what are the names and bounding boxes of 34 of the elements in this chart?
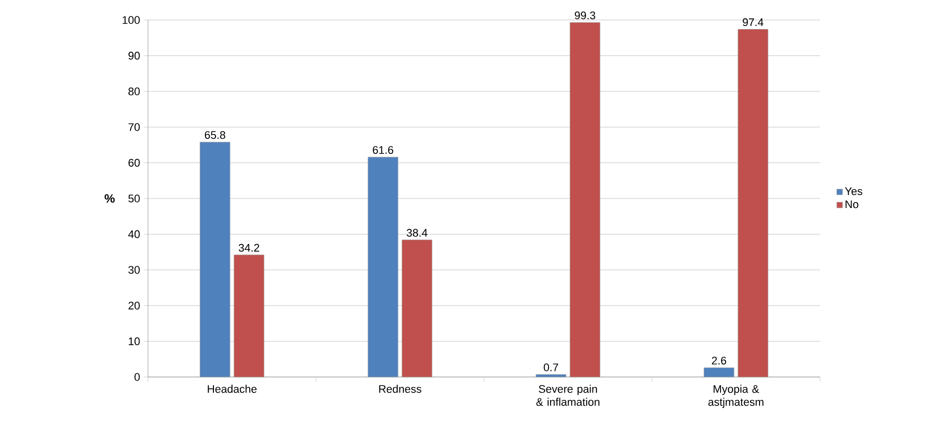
x-tick-label: Severe pain & inflamation bbox=[536, 384, 600, 406]
bar bbox=[368, 156, 398, 378]
y-tick-label: 10 bbox=[128, 337, 140, 346]
data-label: 99.3 bbox=[574, 12, 596, 20]
bar bbox=[536, 374, 566, 378]
x-tick-label: Redness bbox=[379, 384, 422, 393]
y-tick-label: 60 bbox=[128, 158, 140, 167]
bar bbox=[402, 240, 432, 378]
data-label: 65.8 bbox=[204, 131, 226, 139]
y-tick-label: 90 bbox=[128, 52, 140, 60]
x-tick-label: Myopia & astjmatesm bbox=[708, 384, 764, 408]
legend-label: No bbox=[846, 200, 858, 208]
data-label: 2.6 bbox=[712, 356, 726, 365]
bar bbox=[200, 142, 230, 378]
data-label: 97.4 bbox=[742, 18, 764, 26]
bar bbox=[234, 254, 264, 378]
y-tick-label: 70 bbox=[128, 123, 140, 131]
y-tick-label: 100 bbox=[122, 16, 140, 24]
y-tick-label: 20 bbox=[128, 302, 140, 310]
data-label: 34.2 bbox=[238, 244, 260, 252]
bar bbox=[704, 368, 734, 378]
y-tick-label: 50 bbox=[128, 194, 140, 202]
y-tick-label: 80 bbox=[128, 88, 140, 96]
y-tick-label: 30 bbox=[128, 266, 140, 274]
data-label: 38.4 bbox=[406, 228, 428, 237]
legend-label: Yes bbox=[844, 187, 862, 196]
y-axis-title: % bbox=[104, 194, 115, 203]
y-tick-label: 40 bbox=[128, 230, 140, 238]
bar bbox=[570, 22, 600, 378]
data-label: 0.7 bbox=[544, 364, 558, 372]
data-label: 61.6 bbox=[372, 146, 394, 154]
x-tick-label: Headache bbox=[208, 384, 257, 393]
bar bbox=[738, 29, 768, 378]
y-tick-label: 0 bbox=[134, 373, 140, 381]
